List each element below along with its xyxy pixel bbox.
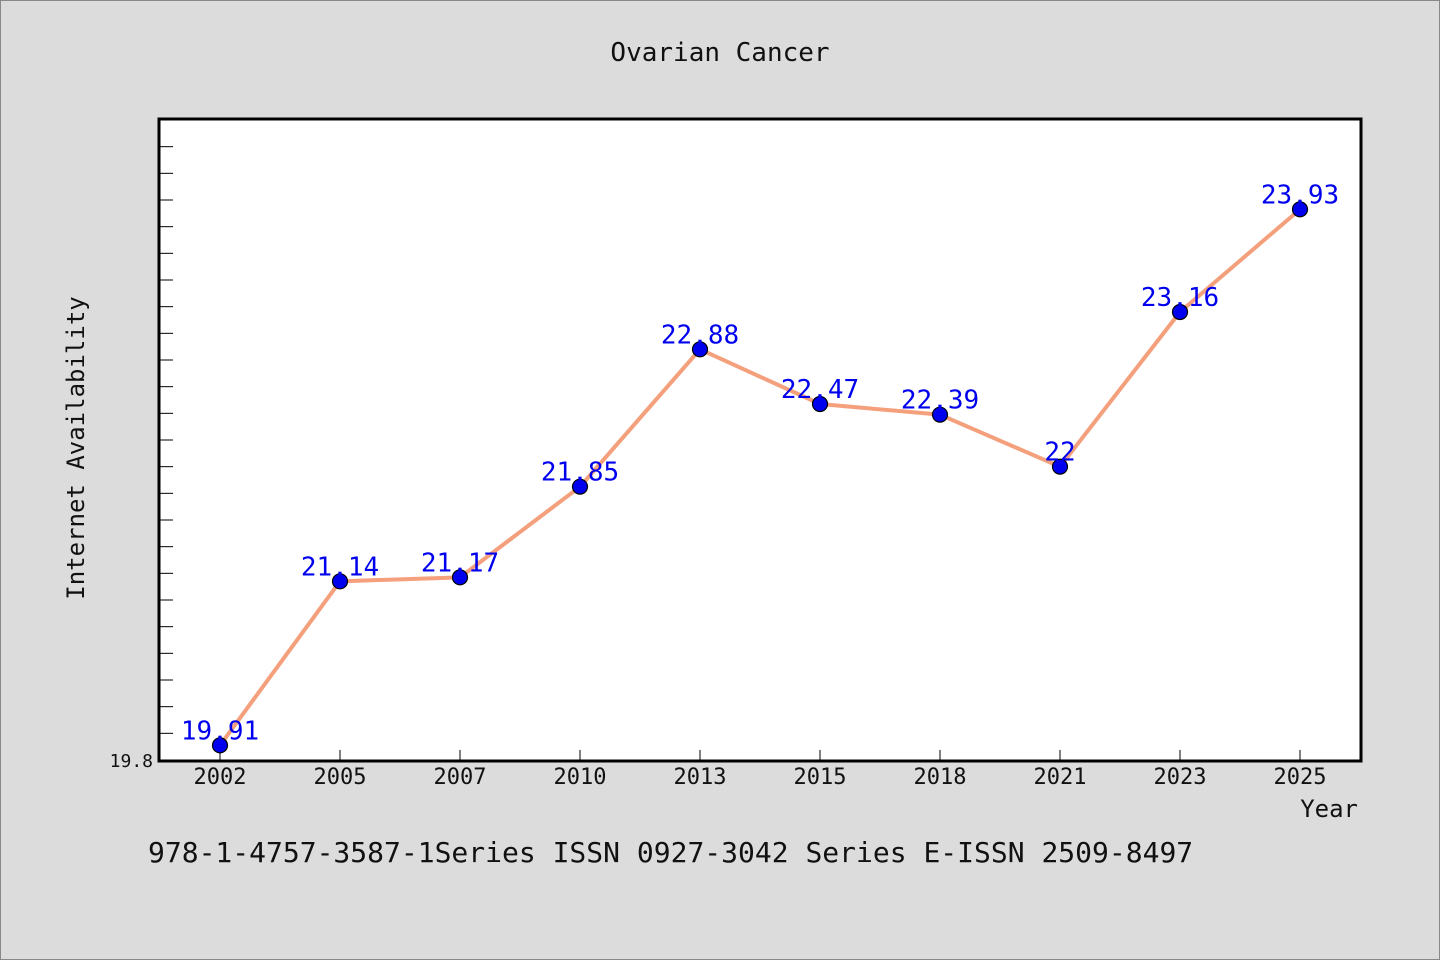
x-tick-labels: 2002 2005 2007 2010 2013 2015 2018 2021 2023 2025 xyxy=(194,765,1327,790)
data-point xyxy=(1051,458,1069,475)
plot-area xyxy=(157,117,1363,763)
data-point xyxy=(571,478,589,495)
chart-title: Ovarian Cancer xyxy=(610,38,829,68)
x-tick-label: 2007 xyxy=(434,765,487,790)
y-axis-label: Internet Availability xyxy=(62,296,90,599)
data-labels: 19.91 21.14 21.17 21.85 22.88 22.47 22.39 22 23.… xyxy=(181,180,1339,746)
x-tick-label: 2010 xyxy=(554,765,607,790)
x-tick-label: 2018 xyxy=(914,765,967,790)
data-point xyxy=(691,341,709,358)
data-label: 22.47 xyxy=(781,375,859,405)
data-point xyxy=(1171,303,1189,321)
x-tick-label: 2021 xyxy=(1034,765,1087,790)
data-label: 21.85 xyxy=(541,458,619,488)
data-point xyxy=(1291,201,1309,218)
data-point xyxy=(931,406,949,423)
data-label: 21.14 xyxy=(301,552,379,582)
data-label: 19.91 xyxy=(181,716,259,746)
data-point xyxy=(211,737,229,754)
x-tick-label: 2015 xyxy=(794,765,847,790)
y-tick-label: 19.8 xyxy=(110,751,153,772)
data-point xyxy=(331,573,349,590)
x-tick-label: 2025 xyxy=(1274,765,1327,790)
series-line xyxy=(218,207,1302,747)
data-label: 21.17 xyxy=(421,548,499,578)
y-axis-ticks xyxy=(160,146,173,734)
data-point xyxy=(451,569,469,586)
data-label: 23.16 xyxy=(1141,283,1219,313)
data-point xyxy=(811,395,829,413)
x-tick-label: 2023 xyxy=(1154,765,1207,790)
footer-text: 978-1-4757-3587-1Series ISSN 0927-3042 S… xyxy=(148,836,1193,869)
x-axis-label: Year xyxy=(1300,795,1358,823)
data-label: 22 xyxy=(1044,438,1075,468)
x-tick-label: 2013 xyxy=(674,765,727,790)
data-label: 22.39 xyxy=(901,386,979,416)
data-label: 22.88 xyxy=(661,320,739,350)
series-markers xyxy=(211,201,1309,754)
data-label: 23.93 xyxy=(1261,180,1339,210)
x-tick-label: 2002 xyxy=(194,765,247,790)
x-tick-label: 2005 xyxy=(314,765,367,790)
